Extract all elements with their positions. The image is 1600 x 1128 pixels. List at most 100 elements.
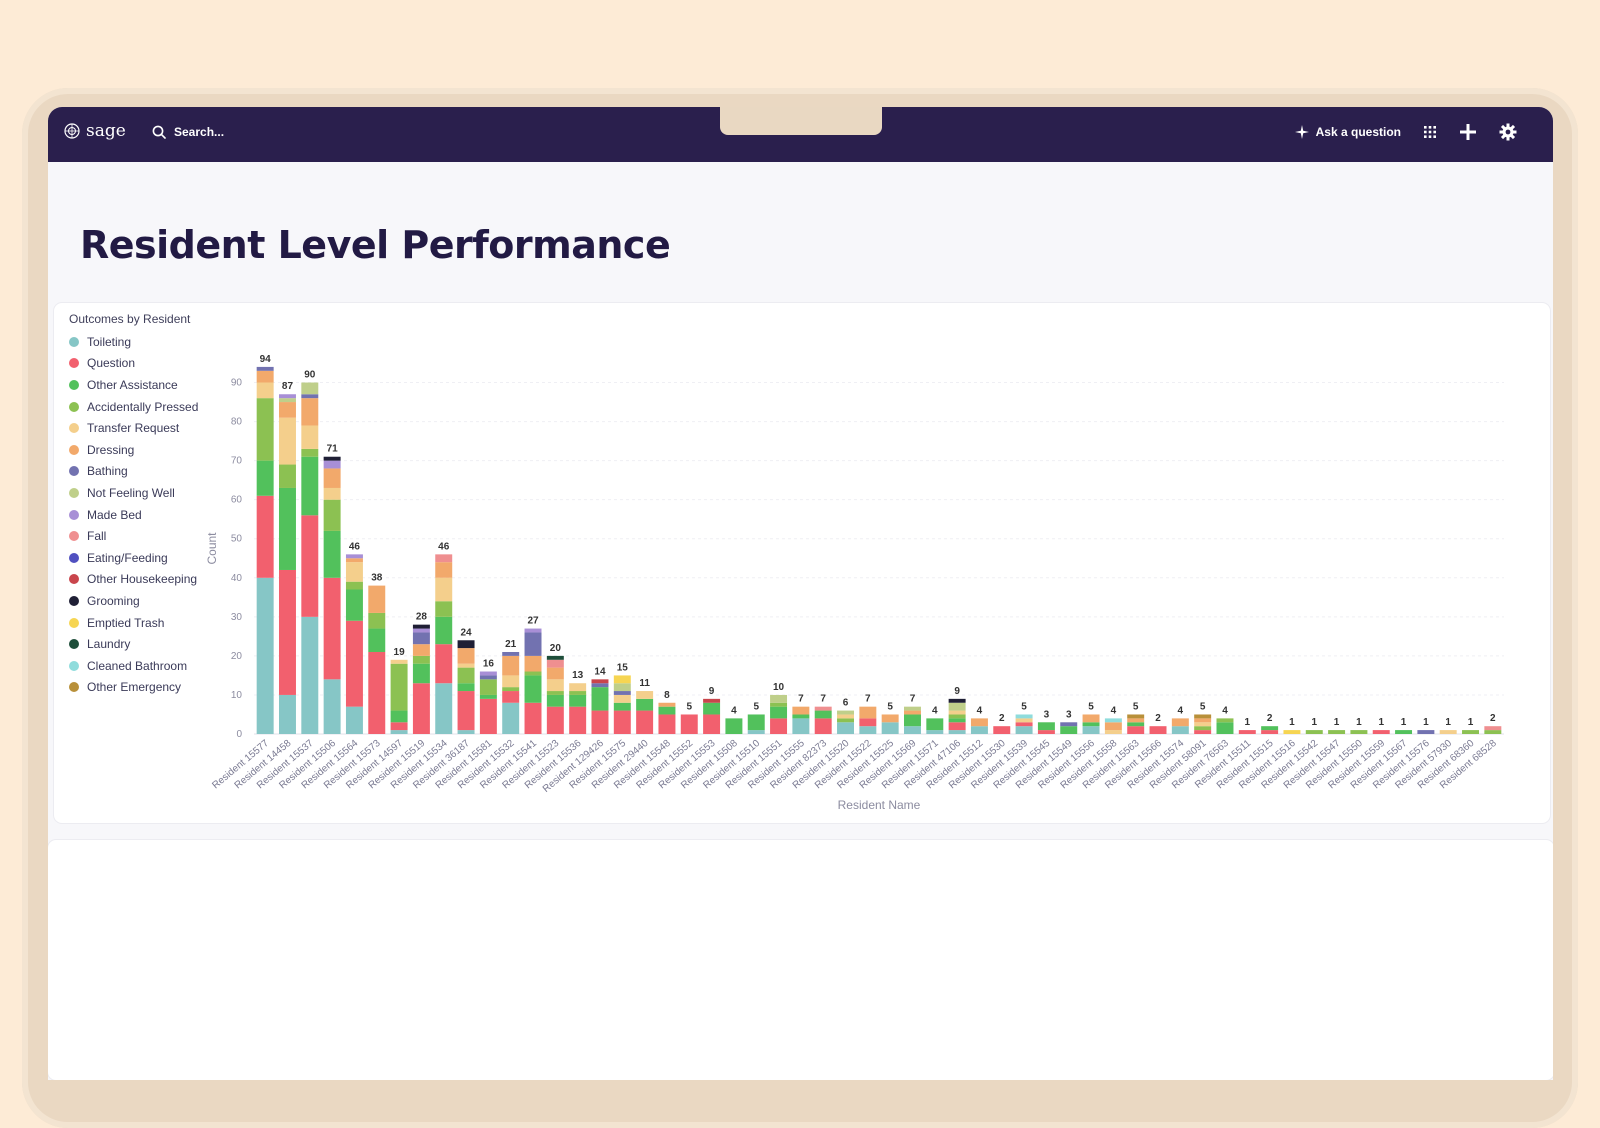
bar-segment-question	[479, 698, 497, 734]
bar-segment-not-feeling-well	[770, 694, 788, 703]
legend-label: Dressing	[87, 442, 135, 457]
legend-item-cleaned-bathroom[interactable]: Cleaned Bathroom	[69, 655, 198, 677]
bar-segment-toileting	[457, 730, 475, 734]
bar-segment-dressing	[345, 558, 363, 563]
bar-segment-transfer-request	[1439, 730, 1457, 734]
bar-segment-transfer-request	[323, 487, 341, 500]
bar-total-label: 8	[664, 690, 670, 701]
search-icon	[152, 125, 166, 139]
bar-segment-accidentally-pressed	[546, 691, 564, 695]
bar-segment-accidentally-pressed	[1216, 718, 1234, 723]
bar-segment-transfer-request	[613, 694, 631, 703]
app-logo[interactable]: sage	[64, 121, 126, 141]
legend-swatch	[69, 531, 79, 542]
bar-segment-toileting	[1171, 726, 1189, 734]
bar-segment-accidentally-pressed	[569, 691, 587, 695]
bar-segment-accidentally-pressed	[457, 667, 475, 684]
legend-item-made-bed[interactable]: Made Bed	[69, 504, 198, 526]
legend-label: Other Assistance	[87, 377, 178, 392]
legend-item-dressing[interactable]: Dressing	[69, 439, 198, 461]
bar-segment-accidentally-pressed	[1462, 730, 1479, 734]
bar-segment-transfer-request	[546, 679, 564, 692]
legend-item-transfer-request[interactable]: Transfer Request	[69, 417, 198, 439]
bar-segment-toileting	[502, 702, 520, 734]
bar-total-label: 1	[1468, 717, 1474, 728]
bar-total-label: 87	[282, 381, 294, 392]
legend-item-toileting[interactable]: Toileting	[69, 331, 198, 353]
legend-item-question[interactable]: Question	[69, 353, 198, 375]
bar-segment-transfer-request	[279, 417, 296, 465]
bar-segment-transfer-request	[1104, 730, 1122, 734]
legend-item-eating-feeding[interactable]: Eating/Feeding	[69, 547, 198, 569]
page-title: Resident Level Performance	[80, 223, 671, 267]
bar-segment-question	[345, 620, 363, 707]
legend-item-emptied-trash[interactable]: Emptied Trash	[69, 612, 198, 634]
sage-logo-icon	[64, 123, 80, 139]
bar-segment-other-assistance	[1037, 722, 1055, 731]
bar-total-label: 5	[1088, 701, 1094, 712]
bar-segment-other-assistance	[636, 698, 654, 711]
legend-item-other-housekeeping[interactable]: Other Housekeeping	[69, 569, 198, 591]
bar-total-label: 1	[1334, 717, 1340, 728]
legend-label: Toileting	[87, 334, 132, 349]
bar-segment-other-assistance	[412, 663, 430, 684]
bar-total-label: 14	[594, 666, 606, 677]
search-input[interactable]: Search...	[152, 125, 224, 139]
bar-total-label: 38	[371, 573, 383, 584]
legend-item-other-emergency[interactable]: Other Emergency	[69, 677, 198, 699]
bar-segment-question	[256, 495, 274, 578]
bar-segment-bathing	[479, 675, 497, 680]
bar-segment-toileting	[390, 730, 408, 734]
ask-question-button[interactable]: Ask a question	[1294, 125, 1401, 139]
bar-total-label: 9	[954, 686, 960, 697]
bar-segment-other-assistance	[1395, 730, 1413, 734]
bar-segment-dressing	[301, 398, 319, 426]
bar-segment-not-feeling-well	[837, 710, 854, 715]
legend-item-fall[interactable]: Fall	[69, 525, 198, 547]
gear-icon[interactable]	[1499, 123, 1517, 141]
bar-segment-other-assistance	[323, 530, 341, 578]
bar-total-label: 5	[686, 701, 692, 712]
legend-label: Made Bed	[87, 507, 142, 522]
bar-segment-dressing	[658, 702, 676, 707]
bar-total-label: 4	[1222, 705, 1228, 716]
bar-segment-accidentally-pressed	[323, 499, 341, 531]
apps-grid-icon[interactable]	[1423, 125, 1437, 139]
legend-item-laundry[interactable]: Laundry	[69, 633, 198, 655]
bar-segment-dressing	[1127, 718, 1145, 723]
bar-segment-toileting	[345, 706, 363, 734]
legend-item-accidentally-pressed[interactable]: Accidentally Pressed	[69, 396, 198, 418]
bar-segment-accidentally-pressed	[435, 601, 453, 617]
bar-segment-emptied-trash	[1283, 730, 1301, 734]
bar-segment-question	[1238, 730, 1256, 734]
legend-item-other-assistance[interactable]: Other Assistance	[69, 374, 198, 396]
bar-segment-toileting	[926, 730, 944, 734]
legend-item-grooming[interactable]: Grooming	[69, 590, 198, 612]
bar-total-label: 11	[639, 678, 650, 689]
chart-legend: Toileting Question Other Assistance Acciden…	[69, 331, 198, 698]
bar-segment-other-assistance	[1060, 726, 1078, 734]
bar-segment-bathing	[502, 651, 520, 656]
bar-segment-other-assistance	[368, 628, 386, 652]
bar-total-label: 2	[1490, 713, 1496, 724]
app-screen: sage Search... Ask a question	[48, 107, 1553, 1080]
legend-item-not-feeling-well[interactable]: Not Feeling Well	[69, 482, 198, 504]
legend-label: Emptied Trash	[87, 615, 165, 630]
legend-item-bathing[interactable]: Bathing	[69, 461, 198, 483]
y-axis-label: Count	[205, 532, 219, 565]
bar-segment-question	[859, 718, 877, 727]
bar-segment-question	[546, 706, 564, 734]
bar-total-label: 15	[617, 662, 629, 673]
bar-total-label: 90	[304, 370, 316, 381]
bar-segment-made-bed	[345, 554, 363, 559]
bar-segment-other-assistance	[457, 683, 475, 692]
legend-swatch	[69, 682, 79, 693]
bar-segment-question	[502, 691, 520, 703]
bar-segment-transfer-request	[345, 562, 363, 582]
plus-icon[interactable]	[1459, 123, 1477, 141]
legend-label: Fall	[87, 529, 107, 544]
bar-segment-question	[569, 706, 587, 734]
bar-segment-made-bed	[323, 460, 341, 469]
bar-segment-laundry	[546, 655, 564, 660]
bar-segment-not-feeling-well	[904, 706, 921, 711]
